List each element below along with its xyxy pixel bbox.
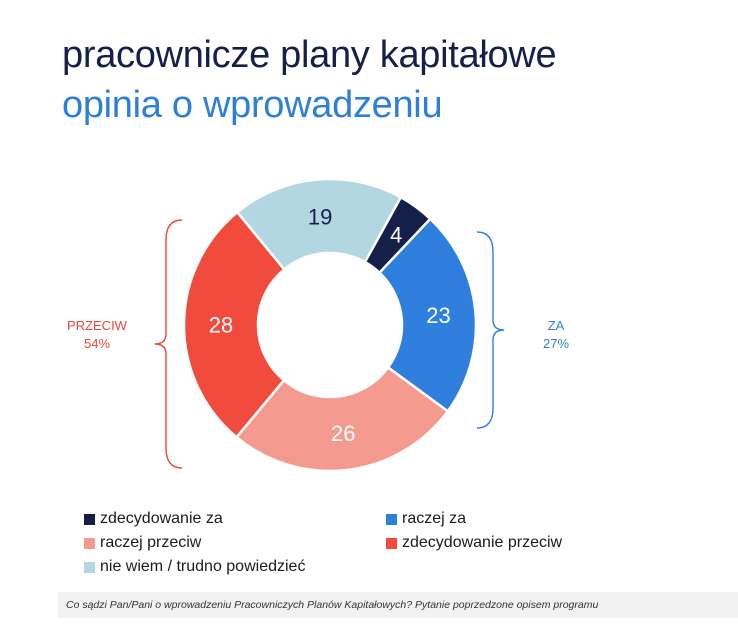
slice-labels: 4 23 26 28 19 — [209, 204, 451, 446]
donut-slices — [182, 177, 478, 473]
donut-slice — [377, 217, 478, 413]
slice-value-label: 19 — [308, 204, 332, 229]
legend-item-raczej-za: raczej za — [386, 510, 466, 528]
legend: zdecydowanie za raczej za raczej przeciw… — [84, 510, 684, 582]
slice-value-label: 28 — [209, 313, 233, 338]
legend-label: nie wiem / trudno powiedzieć — [100, 558, 306, 575]
legend-swatch — [84, 513, 95, 525]
legend-item-zdecydowanie-przeciw: zdecydowanie przeciw — [386, 534, 562, 552]
legend-swatch — [386, 537, 397, 549]
group-label: ZA — [548, 318, 565, 333]
slice-value-label: 4 — [390, 223, 402, 248]
bracket — [154, 219, 183, 469]
group-brackets: ZA 27% PRZECIW 54% — [67, 219, 569, 469]
group-label: 27% — [543, 336, 569, 351]
bracket — [476, 231, 505, 429]
donut-chart: 4 23 26 28 19 ZA 27% PRZECIW 54% — [67, 177, 569, 473]
donut-slice — [234, 365, 450, 473]
slice-value-label: 26 — [331, 421, 355, 446]
slice-value-label: 23 — [426, 303, 450, 328]
legend-swatch — [84, 561, 95, 573]
donut-slice — [182, 210, 287, 439]
legend-item-zdecydowanie-za: zdecydowanie za — [84, 510, 223, 528]
legend-label: zdecydowanie za — [100, 510, 223, 527]
legend-item-raczej-przeciw: raczej przeciw — [84, 534, 201, 552]
legend-label: zdecydowanie przeciw — [402, 534, 563, 551]
legend-swatch — [84, 537, 95, 549]
chart-subtitle: opinia o wprowadzeniu — [62, 84, 443, 126]
donut-slice — [235, 177, 403, 272]
legend-label: raczej za — [402, 510, 467, 527]
footnote: Co sądzi Pan/Pani o wprowadzeniu Pracown… — [58, 592, 738, 618]
group-label: 54% — [84, 336, 110, 351]
legend-label: raczej przeciw — [100, 534, 202, 551]
legend-item-nie-wiem: nie wiem / trudno powiedzieć — [84, 558, 305, 576]
chart-title: pracownicze plany kapitałowe — [62, 34, 557, 76]
group-label: PRZECIW — [67, 318, 128, 333]
legend-swatch — [386, 513, 397, 525]
